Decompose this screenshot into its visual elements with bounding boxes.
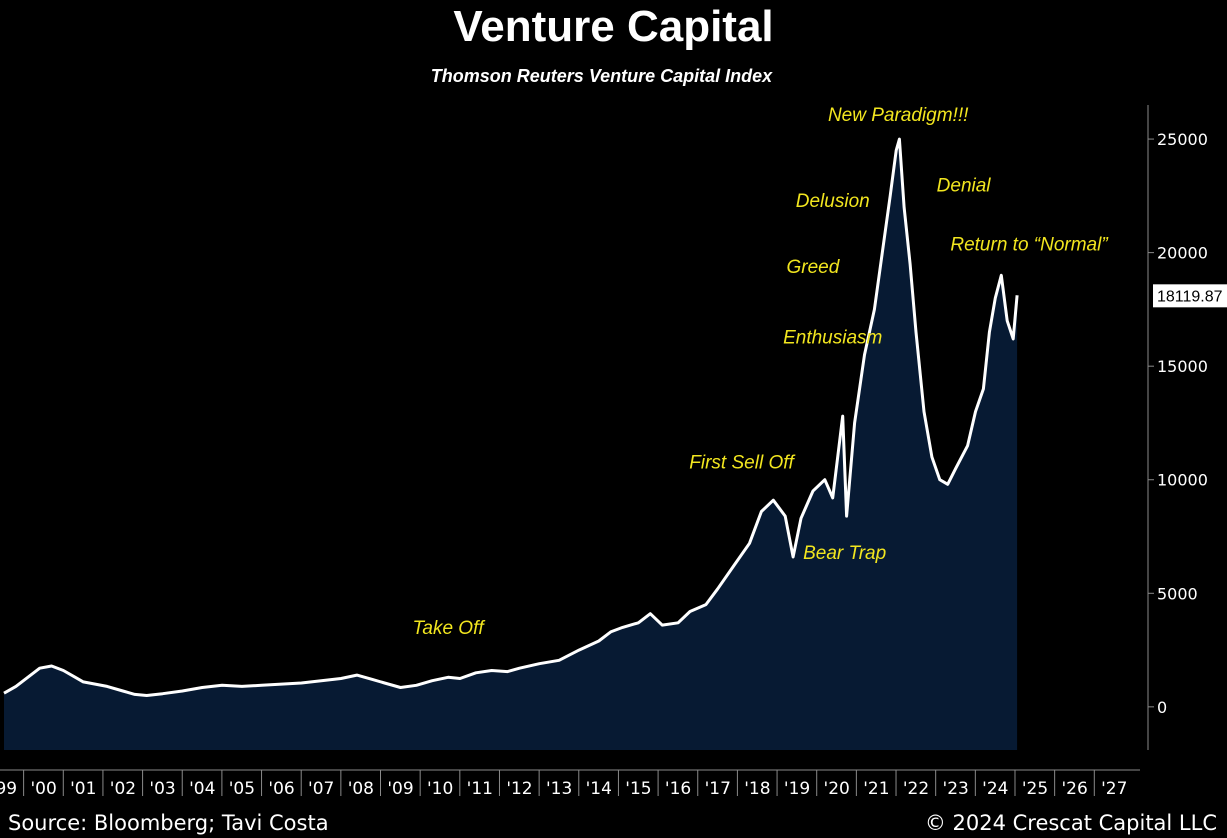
annotation-label: Greed (787, 257, 841, 278)
x-tick-label: '22 (903, 779, 929, 799)
x-tick-label: '11 (467, 779, 493, 799)
annotation-label: First Sell Off (689, 452, 795, 473)
y-tick-label: 5000 (1157, 584, 1198, 603)
copyright-note: © 2024 Crescat Capital LLC (924, 811, 1217, 835)
source-note: Source: Bloomberg; Tavi Costa (8, 811, 329, 835)
x-tick-label: '09 (387, 779, 413, 799)
chart-title: Venture Capital (453, 2, 774, 51)
chart-subtitle: Thomson Reuters Venture Capital Index (430, 66, 773, 86)
x-tick-label: '26 (1061, 779, 1087, 799)
annotation-label: New Paradigm!!! (828, 105, 969, 126)
x-tick-label: '01 (70, 779, 96, 799)
last-value-box (1153, 284, 1227, 308)
x-tick-label: '24 (982, 779, 1008, 799)
y-tick-label: 20000 (1157, 244, 1208, 263)
annotation-label: Return to “Normal” (950, 234, 1109, 255)
x-tick-label: '13 (546, 779, 572, 799)
y-tick-label: 15000 (1157, 357, 1208, 376)
x-tick-label: '05 (229, 779, 255, 799)
x-tick-label: '02 (110, 779, 136, 799)
annotation-label: Delusion (796, 191, 870, 212)
x-tick-label: '19 (784, 779, 810, 799)
annotation-label: Bear Trap (803, 543, 886, 564)
x-tick-label: '18 (744, 779, 770, 799)
x-tick-label: '21 (863, 779, 889, 799)
y-tick-label: 25000 (1157, 130, 1208, 149)
x-tick-label: '03 (149, 779, 175, 799)
x-tick-label: '08 (348, 779, 374, 799)
x-tick-label: '99 (0, 779, 17, 799)
x-tick-label: '14 (586, 779, 612, 799)
x-tick-label: '20 (824, 779, 850, 799)
x-tick-label: '25 (1022, 779, 1048, 799)
x-tick-label: '23 (943, 779, 969, 799)
x-tick-label: '00 (30, 779, 56, 799)
annotation-label: Take Off (413, 618, 486, 639)
x-tick-label: '15 (625, 779, 651, 799)
x-tick-label: '27 (1101, 779, 1127, 799)
last-value-label: 18119.87 (1157, 288, 1223, 305)
y-tick-label: 0 (1157, 698, 1167, 717)
x-tick-label: '10 (427, 779, 453, 799)
x-tick-label: '07 (308, 779, 334, 799)
annotation-label: Enthusiasm (783, 327, 882, 348)
series-area (4, 139, 1018, 751)
x-tick-label: '04 (189, 779, 215, 799)
y-tick-label: 10000 (1157, 471, 1208, 490)
x-tick-label: '12 (506, 779, 532, 799)
x-tick-label: '06 (268, 779, 294, 799)
annotation-label: Denial (937, 175, 992, 196)
x-tick-label: '17 (705, 779, 731, 799)
series-line (3, 137, 1019, 697)
x-tick-label: '16 (665, 779, 691, 799)
